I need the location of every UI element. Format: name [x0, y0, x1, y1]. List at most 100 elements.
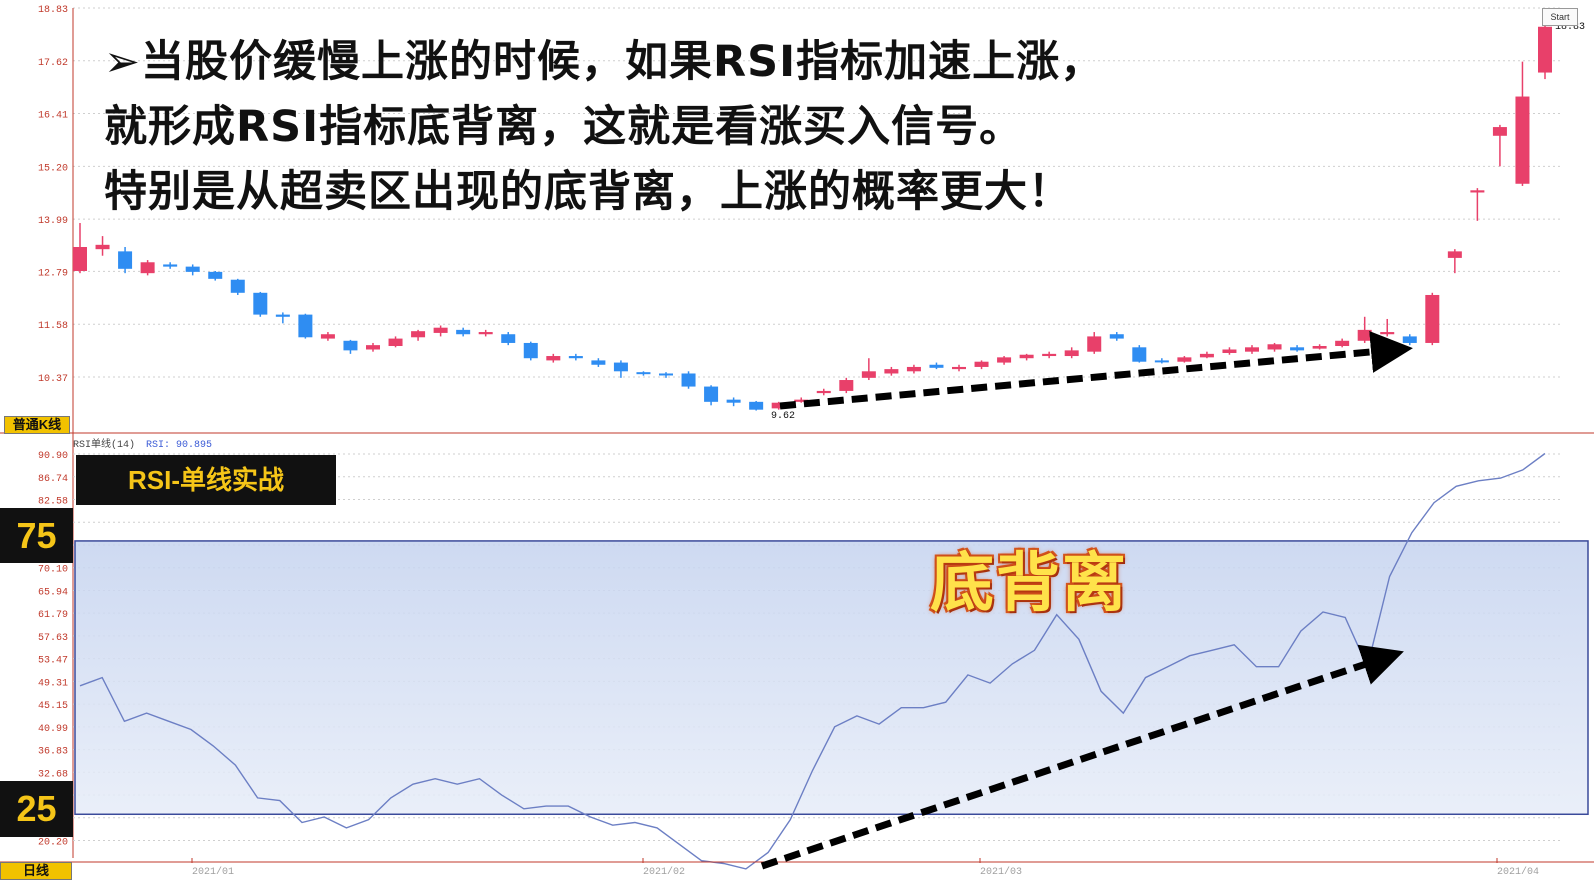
candle-body — [523, 342, 538, 359]
candle-body — [1447, 251, 1462, 258]
price-tick-label: 11.58 — [38, 321, 68, 332]
candle-body — [411, 331, 426, 338]
x-tick-label: 2021/02 — [643, 866, 685, 878]
price-tick-label: 17.62 — [38, 58, 68, 69]
candle-body — [659, 373, 673, 376]
candle-body — [388, 338, 403, 347]
candle-body — [1312, 346, 1327, 349]
candle-body — [1492, 127, 1507, 136]
candle-body — [726, 399, 741, 403]
price-tick-label: 16.41 — [38, 111, 68, 122]
headline-text: ➢当股价缓慢上涨的时候，如果RSI指标加速上涨， 就形成RSI指标底背离，这就是… — [104, 30, 1324, 225]
candle-body — [433, 327, 448, 333]
candle-body — [253, 292, 268, 315]
x-tick-label: 2021/04 — [1497, 866, 1539, 878]
candle-body — [861, 371, 876, 378]
rsi-tick-label: 20.20 — [38, 838, 68, 849]
candle-body — [591, 360, 606, 365]
rsi-legend-name: RSI单线(14) — [73, 437, 135, 451]
price-trend-arrow — [779, 331, 1413, 410]
candle-body — [1335, 340, 1350, 347]
x-tick-label: 2021/03 — [980, 866, 1022, 878]
candle-body — [816, 390, 831, 394]
rsi-tick-label: 82.58 — [38, 496, 68, 507]
rsi-tick-label: 36.83 — [38, 747, 68, 758]
candle-body — [952, 366, 966, 370]
candle-body — [1132, 347, 1147, 362]
candle-body — [456, 329, 471, 335]
candle-body — [1470, 190, 1485, 193]
rsi-tick-label: 90.90 — [38, 451, 68, 462]
rsi-legend-value: RSI: 90.895 — [146, 440, 212, 451]
rsi-line — [79, 452, 1546, 870]
candle-body — [1199, 353, 1214, 358]
candle-body — [839, 380, 854, 391]
price-tick-label: 18.83 — [38, 5, 68, 16]
candle-body — [208, 271, 223, 279]
candle-body — [568, 356, 583, 359]
price-tick-label: 13.99 — [38, 216, 68, 227]
headline-line-3: 特别是从超卖区出现的底背离，上涨的概率更大！ — [104, 167, 1072, 217]
period-tab-daily[interactable]: 日线 — [0, 862, 72, 880]
candle-body — [906, 366, 921, 372]
candle-body — [185, 266, 200, 272]
candle-body — [1402, 336, 1417, 343]
candle-body — [1538, 26, 1552, 73]
candle-body — [1267, 344, 1282, 350]
rsi-tick-label: 49.31 — [38, 678, 68, 689]
headline-line-2: 就形成RSI指标底背离，这就是看涨买入信号。 — [104, 102, 1024, 152]
candle-body — [681, 373, 696, 387]
start-button[interactable]: Start — [1542, 8, 1578, 26]
candle-body — [230, 279, 245, 293]
rsi-tick-label: 65.94 — [38, 587, 68, 598]
candle-body — [1515, 96, 1530, 184]
candle-body — [1109, 334, 1124, 339]
candle-body — [1222, 349, 1237, 353]
candle-body — [73, 247, 87, 271]
high-price-label: 18.83 — [1555, 22, 1585, 33]
candle-body — [1042, 353, 1057, 357]
candle-body — [275, 314, 290, 317]
candle-body — [140, 262, 155, 274]
x-axis-ticks: 2021/01 2021/02 2021/03 2021/04 — [0, 858, 1594, 878]
candle-body — [1064, 350, 1079, 357]
candle-body — [884, 369, 899, 374]
price-tick-label: 10.37 — [38, 374, 68, 385]
rsi-tick-label: 45.15 — [38, 701, 68, 712]
candle-body — [974, 361, 989, 367]
rsi-tick-label: 86.74 — [38, 474, 68, 485]
x-tick-label: 2021/01 — [192, 866, 234, 878]
candle-body — [1425, 294, 1440, 343]
candle-body — [997, 357, 1012, 363]
rsi-tick-label: 40.99 — [38, 724, 68, 735]
candle-body — [163, 264, 178, 267]
candle-body — [320, 334, 335, 339]
kline-type-tab[interactable]: 普通K线 — [4, 416, 70, 434]
candle-body — [366, 345, 380, 350]
candle-body — [343, 340, 358, 351]
rsi-tick-label: 70.10 — [38, 565, 68, 576]
candle-body — [1380, 332, 1395, 335]
candle-body — [613, 362, 628, 372]
candle-body — [546, 356, 561, 361]
candle-body — [1357, 329, 1372, 341]
candle-body — [771, 402, 786, 409]
candle-body — [1245, 347, 1259, 352]
oversold-level-label: 25 — [0, 781, 73, 837]
candlestick-series — [73, 20, 1552, 411]
candle-body — [1087, 336, 1102, 352]
rsi-tick-label: 61.79 — [38, 610, 68, 621]
rsi-tick-label: 32.68 — [38, 769, 68, 780]
overbought-level-label: 75 — [0, 508, 73, 563]
candle-body — [298, 314, 313, 338]
price-tick-label: 15.20 — [38, 163, 68, 174]
candle-body — [501, 334, 516, 343]
rsi-series — [79, 452, 1546, 870]
candle-body — [749, 401, 764, 410]
rsi-tick-label: 53.47 — [38, 656, 68, 667]
candle-body — [478, 332, 493, 335]
candle-body — [95, 244, 110, 250]
candle-body — [1019, 354, 1034, 359]
candle-body — [1290, 347, 1305, 351]
